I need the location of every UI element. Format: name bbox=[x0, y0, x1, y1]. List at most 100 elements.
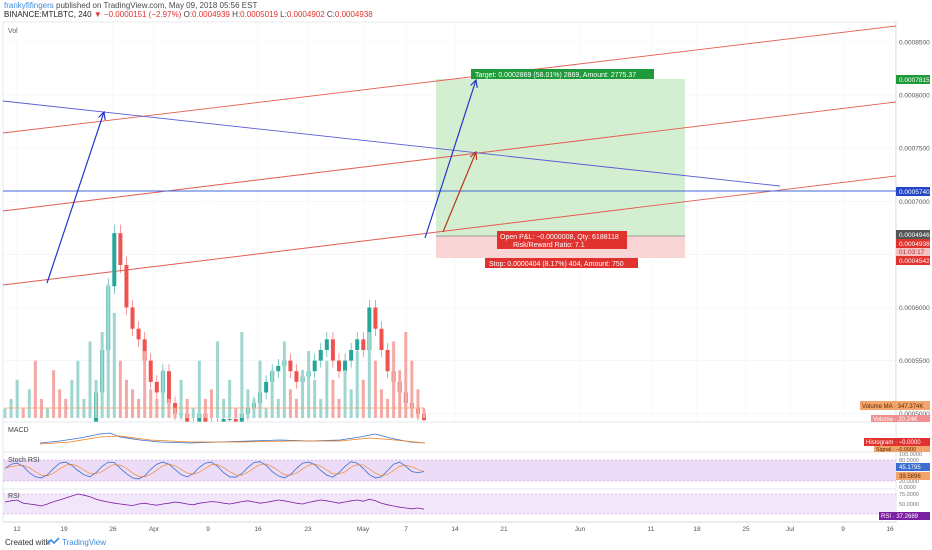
volume-bar bbox=[9, 398, 13, 418]
candle-body bbox=[148, 360, 153, 382]
volume-bar bbox=[386, 398, 390, 418]
stop-price-badge bbox=[896, 256, 930, 265]
low-label: L: bbox=[280, 10, 287, 19]
stoch-band bbox=[3, 460, 896, 481]
volume-bar bbox=[337, 398, 341, 418]
volume-bar bbox=[179, 379, 183, 418]
hline-price-badge bbox=[896, 187, 930, 196]
stop-label-box bbox=[485, 258, 638, 268]
countdown-text: 01:03:17 bbox=[899, 249, 925, 256]
volume-bar bbox=[143, 351, 147, 418]
footer: Created with TradingView bbox=[0, 535, 932, 550]
signal-badge bbox=[874, 446, 930, 452]
open-pl-label: Open P&L: −0.0000008, Qty: 6188118 bbox=[500, 234, 619, 241]
stoch-d-badge bbox=[896, 472, 930, 480]
volume-bar bbox=[313, 379, 317, 418]
time-tick: Jun bbox=[575, 526, 586, 533]
volume-bar bbox=[82, 398, 86, 418]
arrow-march-rally[interactable] bbox=[46, 112, 104, 284]
volume-bar bbox=[228, 379, 232, 418]
hline-price-text: 0.0005740 bbox=[899, 189, 930, 196]
stop-price-text: 0.0004542 bbox=[899, 258, 930, 265]
arrow-target-projection[interactable] bbox=[424, 80, 476, 239]
author-link[interactable]: frankyfifingers bbox=[4, 1, 54, 10]
candle-body bbox=[379, 328, 384, 350]
candle-body bbox=[227, 419, 232, 421]
volume-bar bbox=[258, 360, 262, 418]
rsi-pane-label: RSI bbox=[8, 493, 20, 500]
candle-body bbox=[385, 349, 390, 372]
time-tick: Jul bbox=[786, 526, 795, 533]
volume-bar bbox=[216, 341, 220, 418]
candle-body bbox=[197, 413, 202, 425]
volume-bars bbox=[3, 284, 426, 418]
publish-info: frankyfifingers published on TradingView… bbox=[4, 1, 257, 10]
channel-line-lower[interactable] bbox=[2, 175, 897, 286]
time-tick: 23 bbox=[304, 526, 312, 533]
volume-bar bbox=[173, 408, 177, 418]
candle-body bbox=[173, 403, 178, 414]
volume-bar bbox=[15, 379, 19, 418]
high-value: 0.0005019 bbox=[240, 10, 278, 19]
volume-bar bbox=[404, 331, 408, 418]
rsi-band bbox=[3, 494, 896, 514]
stoch-k-line bbox=[4, 461, 425, 480]
stochrsi-pane-label: Stoch RSI bbox=[8, 457, 40, 464]
volume-bar bbox=[137, 398, 141, 418]
target-price-badge bbox=[896, 75, 930, 84]
time-tick: May bbox=[357, 526, 370, 533]
candle-body bbox=[276, 365, 281, 372]
volume-bar bbox=[3, 408, 7, 418]
volume-bar bbox=[149, 389, 153, 418]
histogram-badge bbox=[864, 438, 930, 446]
volume-bar bbox=[282, 341, 286, 418]
volume-bar bbox=[222, 398, 226, 418]
candle-body bbox=[142, 339, 147, 361]
time-tick: 7 bbox=[404, 526, 408, 533]
candle-body bbox=[136, 328, 141, 340]
volume-bar bbox=[191, 408, 195, 418]
indicator-tick: 75.0000 bbox=[899, 492, 919, 498]
target-zone[interactable] bbox=[436, 79, 685, 236]
macd-pane-label: MACD bbox=[8, 427, 29, 434]
time-axis[interactable]: 12 19 26 Apr 9 16 23 May 7 14 21 Jun 11 18 25 Jul 9 16 bbox=[13, 526, 894, 533]
volume-bar bbox=[27, 389, 31, 418]
volume-bar bbox=[325, 360, 329, 418]
candle-body bbox=[239, 413, 244, 425]
high-label: H: bbox=[232, 10, 241, 19]
volume-bar bbox=[410, 360, 414, 418]
channel-line-mid-upper[interactable] bbox=[2, 101, 897, 212]
stoch-k-badge bbox=[896, 463, 930, 471]
indicator-tick: 50.0000 bbox=[899, 502, 919, 508]
volume-bar bbox=[33, 360, 37, 418]
last-price-text: 0.0004938 bbox=[899, 241, 930, 248]
price-change: ▼ −0.0000151 (−2.97%) bbox=[93, 10, 182, 19]
volume-bar bbox=[246, 389, 250, 418]
volume-bar bbox=[58, 389, 62, 418]
candle-body bbox=[130, 307, 135, 329]
low-value: 0.0004902 bbox=[286, 10, 325, 19]
created-with-label: Created with bbox=[5, 538, 50, 547]
volume-bar bbox=[70, 379, 74, 418]
volume-bar bbox=[185, 398, 189, 418]
macd-signal-line bbox=[39, 435, 426, 445]
vol-pane-label: Vol bbox=[8, 28, 18, 35]
volume-bar bbox=[21, 408, 25, 418]
time-tick: 25 bbox=[742, 526, 750, 533]
histogram-text: Histogram · −0.0000 bbox=[866, 440, 921, 446]
volume-bar bbox=[301, 370, 305, 418]
candle-body bbox=[288, 360, 293, 372]
tradingview-link[interactable]: TradingView bbox=[62, 538, 107, 547]
indicator-tick: 0.0000 bbox=[899, 485, 916, 491]
last-price-badge bbox=[896, 239, 930, 248]
trend-line-descending[interactable] bbox=[2, 100, 781, 187]
volume-bar bbox=[106, 284, 110, 418]
arrow-entry-projection[interactable] bbox=[442, 152, 476, 233]
rsi-text: RSI · 37.2689 bbox=[881, 514, 919, 520]
volume-bar bbox=[416, 389, 420, 418]
volume-bar bbox=[398, 370, 402, 418]
channel-line-upper[interactable] bbox=[2, 25, 897, 134]
rsi-line bbox=[4, 493, 425, 510]
chart-area[interactable]: 0.00085000.00080000.00075000.00070000.00… bbox=[0, 20, 932, 535]
volume-bar bbox=[100, 331, 104, 418]
